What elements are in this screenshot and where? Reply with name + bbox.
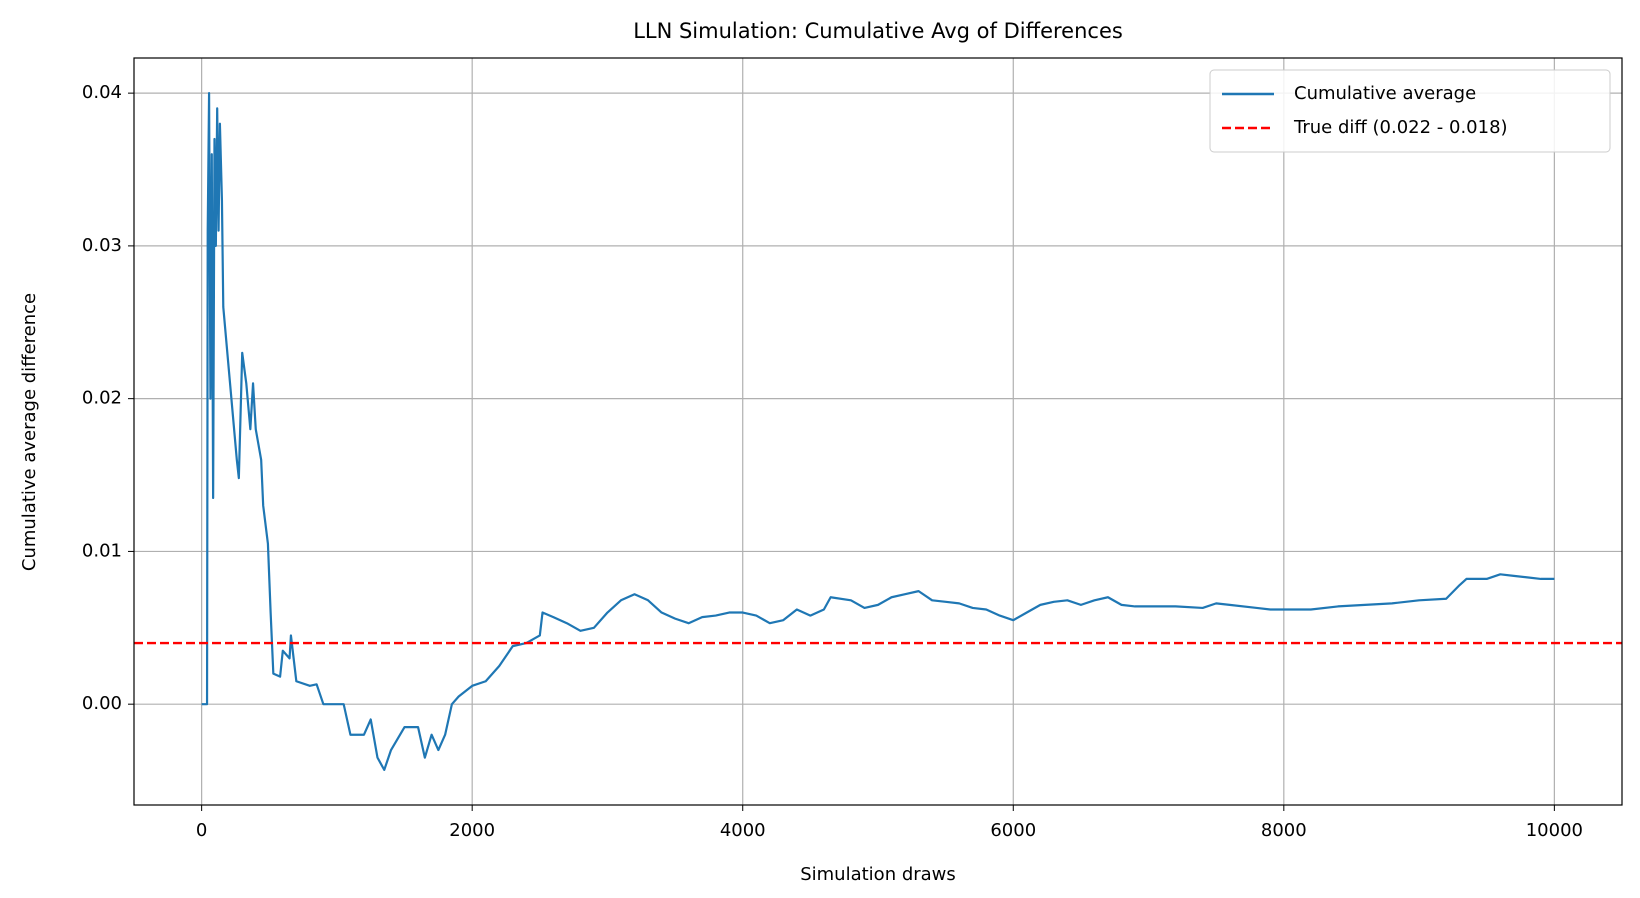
y-tick-label: 0.00 bbox=[82, 693, 122, 714]
x-tick-label: 10000 bbox=[1526, 820, 1583, 841]
x-tick-label: 8000 bbox=[1261, 820, 1307, 841]
x-axis-label: Simulation draws bbox=[800, 864, 956, 885]
plot-frame bbox=[133, 57, 1623, 806]
legend-label: True diff (0.022 - 0.018) bbox=[1293, 117, 1508, 138]
x-tick-label: 6000 bbox=[990, 820, 1036, 841]
legend-label: Cumulative average bbox=[1294, 83, 1476, 104]
chart-title: LLN Simulation: Cumulative Avg of Differ… bbox=[633, 19, 1123, 43]
x-tick-label: 4000 bbox=[720, 820, 766, 841]
x-tick-label: 0 bbox=[196, 820, 207, 841]
y-tick-label: 0.03 bbox=[82, 235, 122, 256]
y-axis-label: Cumulative average difference bbox=[19, 293, 40, 571]
y-tick-label: 0.02 bbox=[82, 388, 122, 409]
y-tick-label: 0.04 bbox=[82, 82, 122, 103]
x-tick-label: 2000 bbox=[449, 820, 495, 841]
y-tick-label: 0.01 bbox=[82, 540, 122, 561]
legend-box bbox=[1209, 69, 1611, 153]
data-line bbox=[201, 92, 1555, 771]
